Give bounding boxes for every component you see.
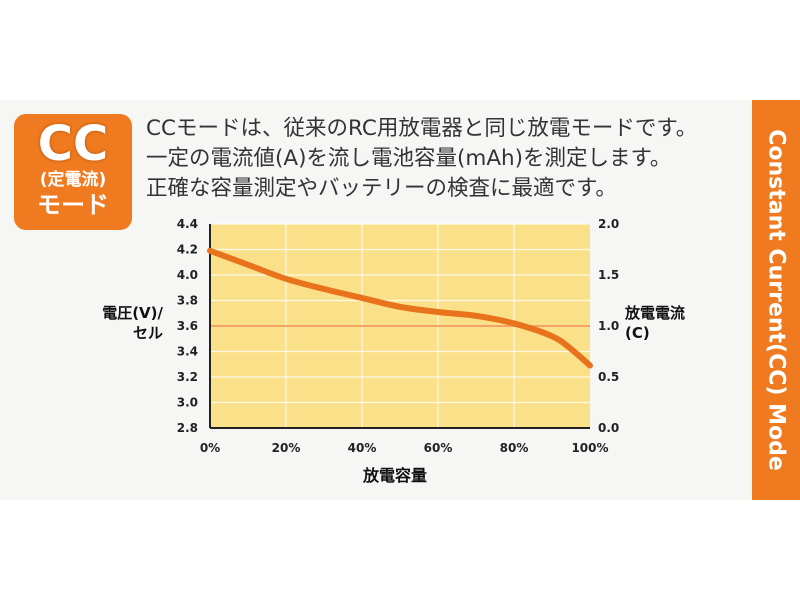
description-line: 正確な容量測定やバッテリーの検査に最適です。 xyxy=(146,176,617,201)
cc-mode-badge: CC (定電流) モード xyxy=(14,114,132,230)
x-tick-label: 60% xyxy=(424,441,453,455)
y2-tick-label: 1.0 xyxy=(598,319,619,333)
badge-subtitle: (定電流) xyxy=(39,170,107,190)
x-tick-label: 0% xyxy=(200,441,220,455)
y-tick-label: 3.0 xyxy=(177,396,198,410)
y-tick-label: 4.4 xyxy=(177,217,198,231)
y2-tick-label: 0.5 xyxy=(598,370,619,384)
y-tick-label: 3.6 xyxy=(177,319,198,333)
x-tick-label: 40% xyxy=(348,441,377,455)
y-tick-label: 3.2 xyxy=(177,370,198,384)
y-tick-label: 2.8 xyxy=(177,421,198,435)
y-axis-label-text: 電圧(V)/セル xyxy=(102,304,163,342)
x-tick-label: 20% xyxy=(272,441,301,455)
y2-tick-label: 1.5 xyxy=(598,268,619,282)
x-tick-label: 100% xyxy=(571,441,608,455)
y-tick-label: 4.2 xyxy=(177,243,198,257)
y-axis-label: 電圧(V)/セル xyxy=(88,303,163,343)
badge-mode: モード xyxy=(37,191,109,219)
description: CCモードは、従来のRC用放電器と同じ放電モードです。 一定の電流値(A)を流し… xyxy=(146,114,756,204)
y2-axis-label-text: 放電電流(C) xyxy=(625,304,686,342)
x-axis-label: 放電容量 xyxy=(362,466,427,485)
y2-axis-label: 放電電流(C) xyxy=(625,303,710,343)
y2-tick-label: 2.0 xyxy=(598,217,619,231)
y-tick-label: 3.4 xyxy=(177,345,198,359)
voltage-series-line xyxy=(207,247,593,369)
y-tick-label: 4.0 xyxy=(177,268,198,282)
y2-tick-label: 0.0 xyxy=(598,421,619,435)
description-line: CCモードは、従来のRC用放電器と同じ放電モードです。 xyxy=(146,116,698,141)
side-banner: Constant Current(CC) Mode xyxy=(752,100,800,500)
badge-title: CC xyxy=(37,116,109,172)
description-line: 一定の電流値(A)を流し電池容量(mAh)を測定します。 xyxy=(146,146,672,171)
x-tick-label: 80% xyxy=(500,441,529,455)
y-tick-label: 3.8 xyxy=(177,294,198,308)
